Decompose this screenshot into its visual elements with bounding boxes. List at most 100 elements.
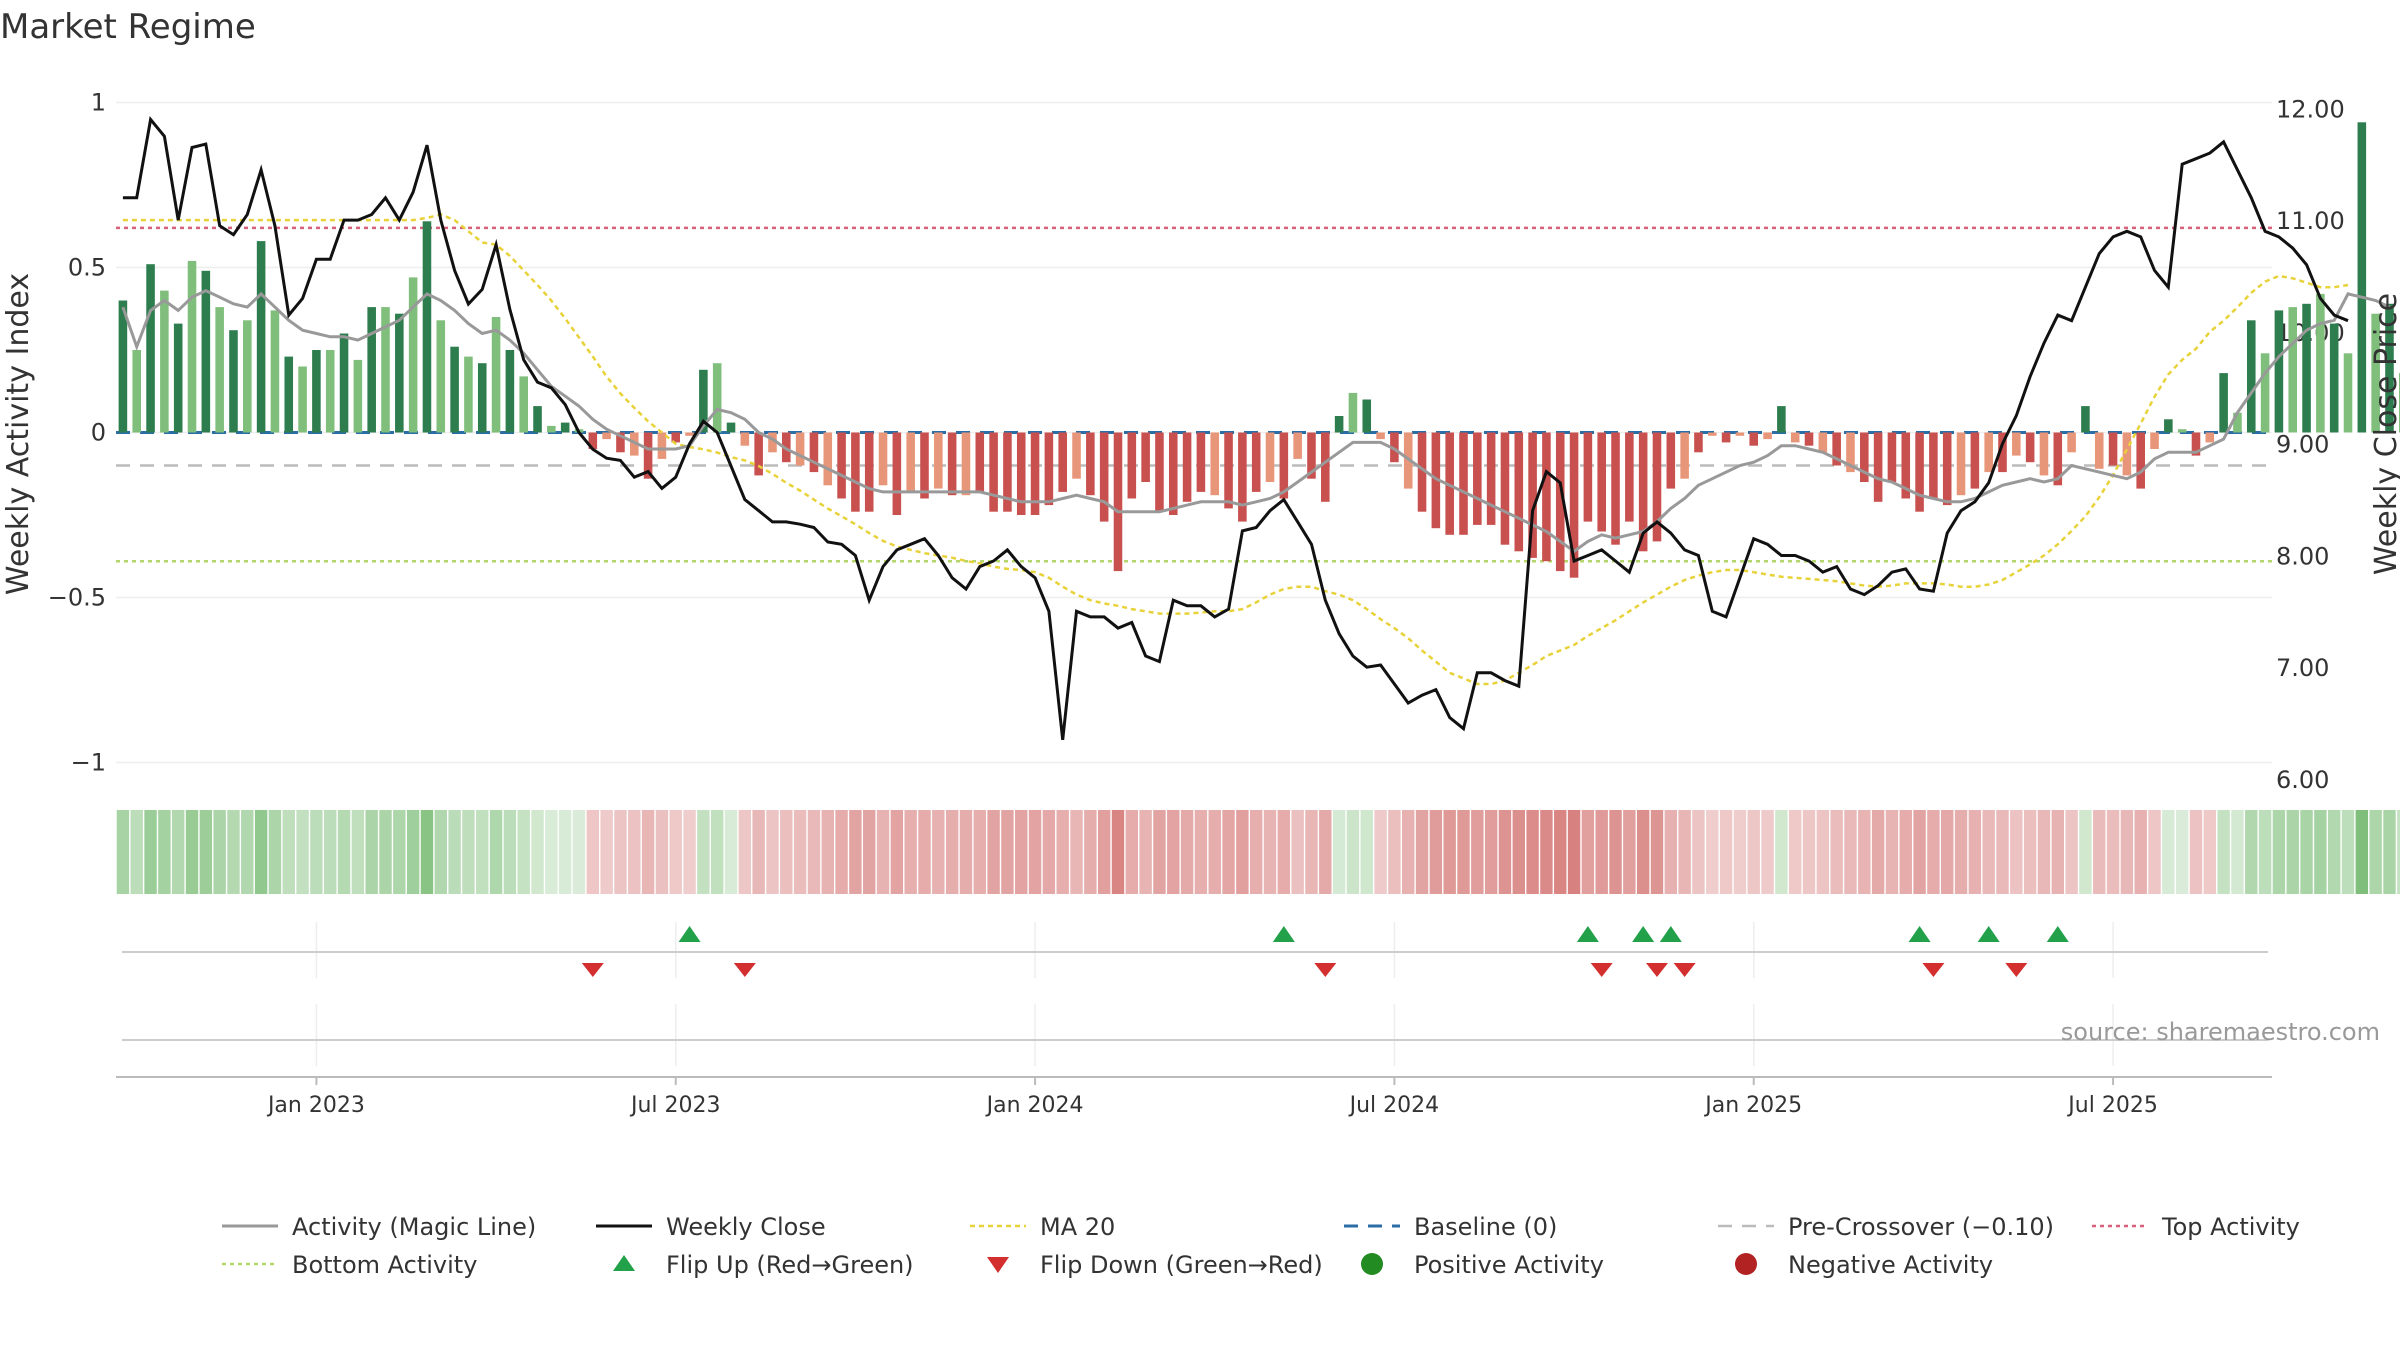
heat-cell: [2327, 810, 2341, 894]
activity-bar: [2081, 406, 2090, 433]
heat-cell: [1443, 810, 1456, 894]
heat-cell: [282, 810, 295, 894]
activity-bar: [1321, 432, 1330, 502]
activity-bar: [256, 241, 266, 433]
heat-cell: [531, 810, 544, 894]
heat-cell: [1816, 810, 1830, 894]
heat-cell: [710, 810, 724, 894]
activity-bar: [1998, 432, 2007, 473]
heat-cell: [1402, 810, 1415, 894]
activity-bar: [1542, 432, 1551, 562]
activity-bar: [2012, 432, 2021, 456]
activity-bar: [823, 432, 833, 486]
heat-cell: [1623, 810, 1636, 894]
legend-swatch-flip-down: [987, 1257, 1009, 1273]
activity-bar: [1942, 432, 1952, 506]
heat-cell: [130, 810, 143, 894]
legend-item: Negative Activity: [1735, 1251, 1993, 1279]
activity-bar: [1473, 432, 1482, 525]
activity-bar: [2150, 432, 2159, 449]
activity-bar: [1348, 392, 1358, 433]
heat-cell: [1830, 810, 1843, 894]
heat-cell: [2245, 810, 2258, 894]
activity-bar: [1929, 432, 1938, 499]
heat-cell: [2037, 810, 2051, 894]
activity-bar: [1500, 432, 1510, 545]
heat-cell: [683, 810, 696, 894]
heat-cell: [1429, 810, 1443, 894]
activity-bar: [1984, 432, 1993, 473]
legend: Activity (Magic Line) Weekly Close MA 20 Ba…: [222, 1213, 2300, 1279]
flip-down-marker: [733, 963, 756, 977]
activity-bar: [1666, 432, 1676, 489]
heat-cell: [766, 810, 779, 894]
heat-cell: [614, 810, 627, 894]
activity-bar: [616, 432, 625, 453]
right-tick-label: 7.00: [2276, 654, 2329, 682]
activity-bar: [408, 277, 418, 433]
grid-lines: [116, 101, 2272, 1078]
heat-cell: [1664, 810, 1678, 894]
heat-cell: [393, 810, 406, 894]
heat-cell: [2175, 810, 2189, 894]
activity-bar: [1113, 432, 1123, 572]
activity-bar: [1251, 432, 1261, 492]
activity-bar: [1238, 432, 1247, 522]
legend-swatch-flip-up: [613, 1255, 635, 1271]
activity-bar: [1887, 432, 1897, 482]
activity-bar: [2316, 293, 2325, 433]
flip-markers-panel: [581, 926, 2069, 977]
activity-bar: [712, 363, 722, 433]
heat-cell: [1153, 810, 1166, 894]
heat-cell: [1858, 810, 1871, 894]
heat-cell: [752, 810, 765, 894]
heat-cell: [1982, 810, 1995, 894]
heat-cell: [2272, 810, 2286, 894]
heat-cell: [2065, 810, 2078, 894]
heat-cell: [586, 810, 600, 894]
heat-cell: [1899, 810, 1912, 894]
heat-cell: [558, 810, 572, 894]
activity-bar: [2385, 303, 2394, 433]
activity-bar: [1846, 432, 1855, 473]
activity-bar: [1818, 432, 1828, 453]
activity-bar: [1915, 432, 1924, 512]
legend-item: Pre-Crossover (−0.10): [1718, 1213, 2054, 1241]
heat-cell: [158, 810, 171, 894]
chart-title: Market Regime: [0, 7, 256, 47]
activity-bar: [1652, 432, 1662, 542]
heat-cell: [2355, 810, 2369, 894]
activity-bar: [2288, 307, 2298, 433]
activity-bar: [1528, 432, 1537, 558]
flip-up-marker: [1272, 926, 1295, 942]
heat-cell: [835, 810, 848, 894]
heat-cell: [863, 810, 876, 894]
activity-bar: [1099, 432, 1109, 522]
flip-up-marker: [2046, 926, 2069, 942]
heat-cell: [268, 810, 282, 894]
right-tick-label: 9.00: [2276, 431, 2329, 459]
heat-cell: [2397, 810, 2400, 894]
heat-cell: [1761, 810, 1774, 894]
activity-bar: [422, 221, 432, 433]
legend-label: Pre-Crossover (−0.10): [1788, 1213, 2054, 1241]
flip-down-marker: [1922, 963, 1945, 977]
right-tick-label: 11.00: [2276, 207, 2345, 235]
left-tick-label: −0.5: [48, 584, 106, 612]
heat-cell: [1277, 810, 1291, 894]
legend-label: Baseline (0): [1414, 1213, 1557, 1241]
activity-bar: [1224, 432, 1233, 509]
heat-cell: [1802, 810, 1816, 894]
activity-bar: [312, 350, 321, 433]
x-tick-label: Jan 2023: [266, 1093, 365, 1118]
flip-up-marker: [678, 926, 701, 942]
heat-cell: [738, 810, 752, 894]
heat-cell: [1692, 810, 1705, 894]
activity-bar: [1970, 432, 1980, 489]
heat-cell: [448, 810, 461, 894]
activity-bar: [367, 307, 376, 433]
heat-cell: [1871, 810, 1885, 894]
legend-item: Top Activity: [2092, 1213, 2300, 1241]
activity-bar: [1860, 432, 1869, 482]
activity-bar: [1417, 432, 1427, 512]
